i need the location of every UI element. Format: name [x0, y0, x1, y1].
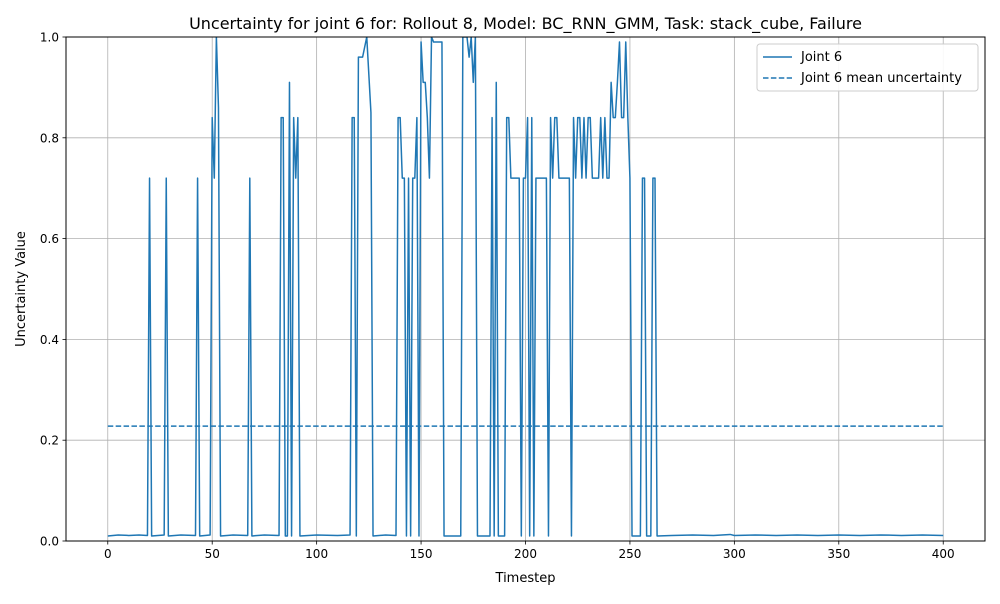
y-axis-label: Uncertainty Value [14, 231, 29, 347]
chart-title: Uncertainty for joint 6 for: Rollout 8, … [189, 14, 862, 34]
legend-box [756, 43, 979, 92]
legend: Joint 6 Joint 6 mean uncertainty [756, 43, 979, 92]
x-tick-label: 400 [932, 547, 955, 561]
y-tick-label: 0.4 [40, 333, 59, 347]
x-tick-label: 100 [305, 547, 328, 561]
y-tick-label: 0.0 [40, 535, 59, 549]
x-tick-label: 350 [827, 547, 850, 561]
x-tick-label: 50 [205, 547, 220, 561]
x-tick-label: 300 [723, 547, 746, 561]
y-tick-label: 0.2 [40, 434, 59, 448]
y-tick-label: 1.0 [40, 31, 59, 45]
x-tick-label: 150 [410, 547, 433, 561]
y-tick-label: 0.8 [40, 131, 59, 145]
legend-label-mean-uncertainty: Joint 6 mean uncertainty [800, 71, 962, 86]
series-lines [107, 37, 944, 537]
x-tick-label: 200 [514, 547, 537, 561]
series-line-joint-6 [107, 37, 944, 537]
x-tick-label: 0 [104, 547, 112, 561]
legend-label-joint-6: Joint 6 [800, 50, 842, 65]
x-axis-label: Timestep [495, 571, 556, 586]
y-tick-label: 0.6 [40, 232, 59, 246]
axis-ticks: 0 50 100 150 200 250 300 350 400 0.0 0.2 0.4 0.6 0.8 1… [40, 31, 955, 562]
x-tick-label: 250 [618, 547, 641, 561]
